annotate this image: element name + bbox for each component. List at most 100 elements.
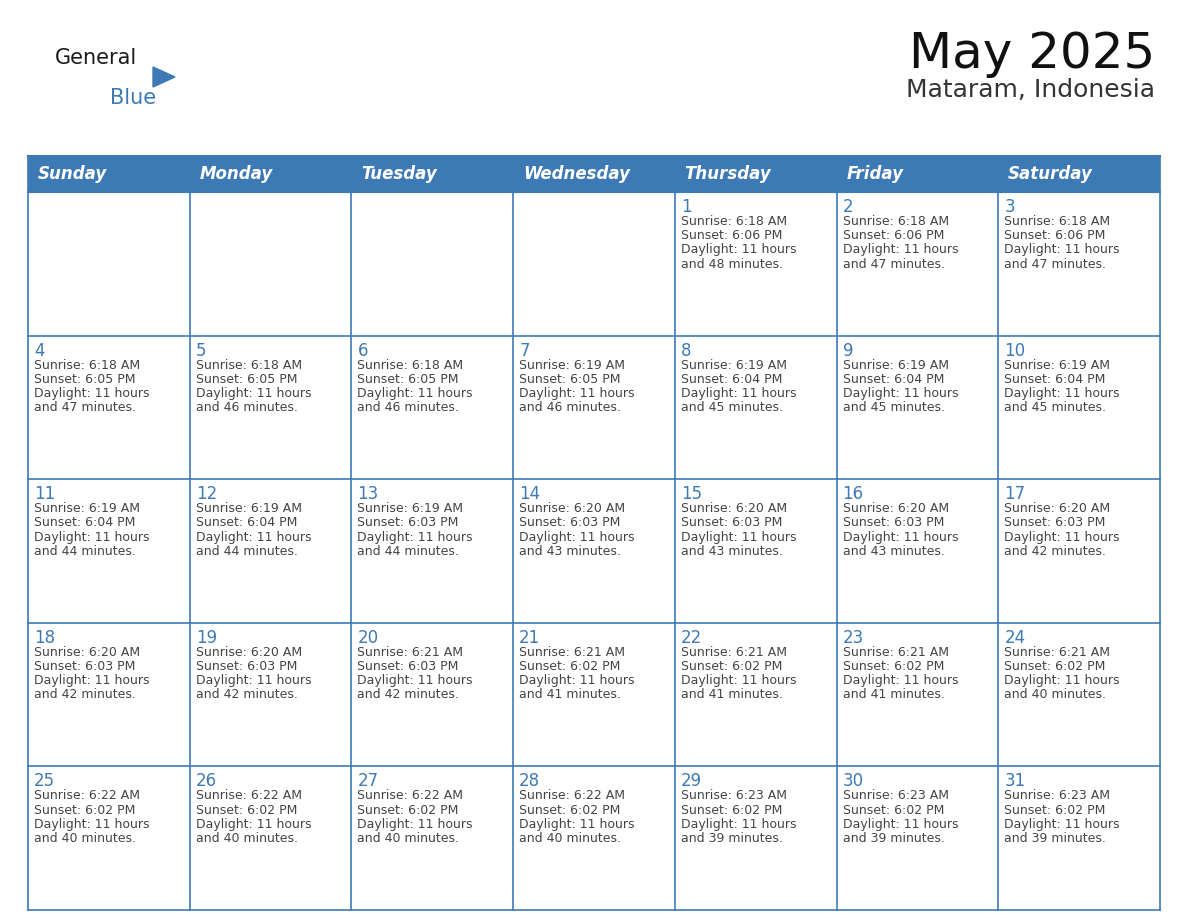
Text: 29: 29 — [681, 772, 702, 790]
Text: Sunrise: 6:21 AM: Sunrise: 6:21 AM — [519, 645, 625, 659]
Text: 14: 14 — [519, 486, 541, 503]
Text: Daylight: 11 hours: Daylight: 11 hours — [358, 674, 473, 688]
Text: and 48 minutes.: and 48 minutes. — [681, 258, 783, 271]
Text: Sunset: 6:03 PM: Sunset: 6:03 PM — [1004, 517, 1106, 530]
Text: and 40 minutes.: and 40 minutes. — [519, 832, 621, 845]
Bar — [29, 192, 1159, 336]
Text: 31: 31 — [1004, 772, 1025, 790]
Text: and 43 minutes.: and 43 minutes. — [842, 544, 944, 558]
Text: Sunrise: 6:21 AM: Sunrise: 6:21 AM — [681, 645, 786, 659]
Bar — [29, 479, 1159, 622]
Text: and 45 minutes.: and 45 minutes. — [681, 401, 783, 414]
Text: Sunrise: 6:19 AM: Sunrise: 6:19 AM — [842, 359, 948, 372]
Text: Daylight: 11 hours: Daylight: 11 hours — [1004, 531, 1120, 543]
Bar — [190, 156, 352, 192]
Text: Sunset: 6:02 PM: Sunset: 6:02 PM — [681, 803, 782, 817]
Text: General: General — [55, 48, 138, 68]
Text: Sunrise: 6:22 AM: Sunrise: 6:22 AM — [34, 789, 140, 802]
Text: Sunset: 6:02 PM: Sunset: 6:02 PM — [196, 803, 297, 817]
Bar — [675, 156, 836, 192]
Polygon shape — [153, 67, 175, 87]
Text: Sunrise: 6:23 AM: Sunrise: 6:23 AM — [1004, 789, 1111, 802]
Text: 6: 6 — [358, 341, 368, 360]
Text: and 46 minutes.: and 46 minutes. — [196, 401, 297, 414]
Text: and 41 minutes.: and 41 minutes. — [519, 688, 621, 701]
Text: Sunset: 6:03 PM: Sunset: 6:03 PM — [842, 517, 944, 530]
Text: Daylight: 11 hours: Daylight: 11 hours — [519, 387, 634, 400]
Text: Daylight: 11 hours: Daylight: 11 hours — [34, 387, 150, 400]
Text: Saturday: Saturday — [1007, 165, 1093, 183]
Text: Daylight: 11 hours: Daylight: 11 hours — [681, 818, 796, 831]
Text: and 44 minutes.: and 44 minutes. — [34, 544, 135, 558]
Text: Sunset: 6:02 PM: Sunset: 6:02 PM — [519, 660, 620, 673]
Text: Sunset: 6:05 PM: Sunset: 6:05 PM — [358, 373, 459, 386]
Text: Daylight: 11 hours: Daylight: 11 hours — [358, 387, 473, 400]
Text: 4: 4 — [34, 341, 44, 360]
Text: Sunset: 6:04 PM: Sunset: 6:04 PM — [681, 373, 782, 386]
Text: 3: 3 — [1004, 198, 1015, 216]
Text: and 41 minutes.: and 41 minutes. — [681, 688, 783, 701]
Text: Sunset: 6:03 PM: Sunset: 6:03 PM — [358, 660, 459, 673]
Text: and 44 minutes.: and 44 minutes. — [196, 544, 297, 558]
Text: Daylight: 11 hours: Daylight: 11 hours — [196, 674, 311, 688]
Text: and 46 minutes.: and 46 minutes. — [519, 401, 621, 414]
Text: Daylight: 11 hours: Daylight: 11 hours — [519, 531, 634, 543]
Text: and 39 minutes.: and 39 minutes. — [842, 832, 944, 845]
Text: Sunset: 6:04 PM: Sunset: 6:04 PM — [34, 517, 135, 530]
Text: and 43 minutes.: and 43 minutes. — [681, 544, 783, 558]
Text: and 42 minutes.: and 42 minutes. — [1004, 544, 1106, 558]
Text: 23: 23 — [842, 629, 864, 647]
Text: Sunrise: 6:18 AM: Sunrise: 6:18 AM — [358, 359, 463, 372]
Text: and 45 minutes.: and 45 minutes. — [842, 401, 944, 414]
Text: Sunset: 6:06 PM: Sunset: 6:06 PM — [842, 230, 944, 242]
Text: 18: 18 — [34, 629, 55, 647]
Text: Daylight: 11 hours: Daylight: 11 hours — [842, 243, 958, 256]
Text: Sunset: 6:03 PM: Sunset: 6:03 PM — [196, 660, 297, 673]
Text: and 47 minutes.: and 47 minutes. — [34, 401, 135, 414]
Text: Daylight: 11 hours: Daylight: 11 hours — [842, 818, 958, 831]
Text: and 46 minutes.: and 46 minutes. — [358, 401, 460, 414]
Text: and 39 minutes.: and 39 minutes. — [681, 832, 783, 845]
Text: Sunrise: 6:18 AM: Sunrise: 6:18 AM — [842, 215, 949, 228]
Text: Daylight: 11 hours: Daylight: 11 hours — [519, 674, 634, 688]
Bar — [29, 156, 190, 192]
Bar — [352, 156, 513, 192]
Text: Daylight: 11 hours: Daylight: 11 hours — [1004, 243, 1120, 256]
Text: and 40 minutes.: and 40 minutes. — [34, 832, 135, 845]
Text: Sunrise: 6:20 AM: Sunrise: 6:20 AM — [196, 645, 302, 659]
Text: 2: 2 — [842, 198, 853, 216]
Text: Sunset: 6:06 PM: Sunset: 6:06 PM — [1004, 230, 1106, 242]
Text: 17: 17 — [1004, 486, 1025, 503]
Text: 16: 16 — [842, 486, 864, 503]
Text: Sunrise: 6:19 AM: Sunrise: 6:19 AM — [196, 502, 302, 515]
Text: Sunrise: 6:22 AM: Sunrise: 6:22 AM — [358, 789, 463, 802]
Text: Daylight: 11 hours: Daylight: 11 hours — [358, 818, 473, 831]
Text: Daylight: 11 hours: Daylight: 11 hours — [681, 243, 796, 256]
Text: and 40 minutes.: and 40 minutes. — [196, 832, 298, 845]
Text: Sunrise: 6:21 AM: Sunrise: 6:21 AM — [1004, 645, 1111, 659]
Text: 27: 27 — [358, 772, 379, 790]
Text: Sunrise: 6:21 AM: Sunrise: 6:21 AM — [842, 645, 948, 659]
Text: 28: 28 — [519, 772, 541, 790]
Text: Daylight: 11 hours: Daylight: 11 hours — [34, 818, 150, 831]
Text: 19: 19 — [196, 629, 217, 647]
Text: Sunset: 6:03 PM: Sunset: 6:03 PM — [34, 660, 135, 673]
Text: Daylight: 11 hours: Daylight: 11 hours — [842, 531, 958, 543]
Text: Sunrise: 6:19 AM: Sunrise: 6:19 AM — [358, 502, 463, 515]
Text: Sunset: 6:05 PM: Sunset: 6:05 PM — [519, 373, 620, 386]
Bar — [836, 156, 998, 192]
Text: 21: 21 — [519, 629, 541, 647]
Text: Sunset: 6:05 PM: Sunset: 6:05 PM — [34, 373, 135, 386]
Text: Sunrise: 6:19 AM: Sunrise: 6:19 AM — [1004, 359, 1111, 372]
Text: Sunset: 6:04 PM: Sunset: 6:04 PM — [196, 517, 297, 530]
Text: and 39 minutes.: and 39 minutes. — [1004, 832, 1106, 845]
Text: and 43 minutes.: and 43 minutes. — [519, 544, 621, 558]
Text: and 40 minutes.: and 40 minutes. — [1004, 688, 1106, 701]
Text: 25: 25 — [34, 772, 55, 790]
Text: Daylight: 11 hours: Daylight: 11 hours — [681, 674, 796, 688]
Text: Sunrise: 6:22 AM: Sunrise: 6:22 AM — [519, 789, 625, 802]
Text: Tuesday: Tuesday — [361, 165, 437, 183]
Text: Daylight: 11 hours: Daylight: 11 hours — [34, 531, 150, 543]
Text: and 47 minutes.: and 47 minutes. — [842, 258, 944, 271]
Text: Sunrise: 6:20 AM: Sunrise: 6:20 AM — [1004, 502, 1111, 515]
